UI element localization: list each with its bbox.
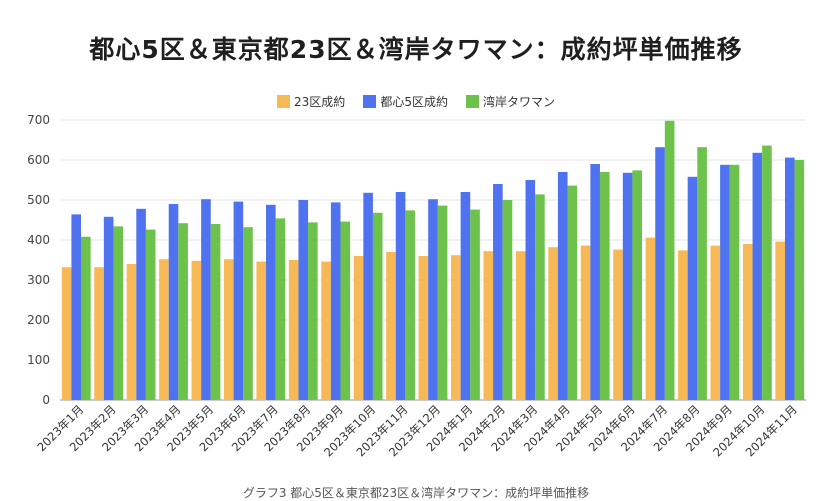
bar — [742, 244, 753, 400]
bar — [687, 176, 698, 400]
bar — [136, 208, 146, 400]
bar — [710, 245, 721, 400]
bar — [525, 180, 536, 400]
bar — [580, 245, 591, 400]
bar — [493, 184, 503, 400]
bar — [223, 259, 234, 400]
bar — [243, 227, 253, 400]
legend-label-toshin5ku: 都心5区成約 — [380, 95, 448, 109]
bar — [460, 192, 471, 400]
bar — [386, 252, 396, 400]
bar — [590, 164, 600, 400]
bar — [94, 267, 104, 400]
bar — [794, 160, 805, 400]
bar — [428, 199, 438, 400]
bar — [470, 209, 480, 400]
legend-item-23ku: 23区成約 — [277, 93, 345, 110]
legend-item-toshin5ku: 都心5区成約 — [363, 93, 448, 110]
y-tick-label: 300 — [27, 273, 50, 287]
bar — [418, 256, 429, 400]
bar — [126, 264, 137, 400]
legend-label-wangan: 湾岸タワマン — [482, 95, 555, 109]
bar — [645, 237, 656, 400]
bar — [340, 221, 351, 400]
bar — [61, 267, 72, 400]
y-tick-label: 400 — [27, 233, 50, 247]
bar — [729, 164, 740, 400]
bar — [288, 260, 299, 400]
bar — [113, 226, 124, 400]
bar — [502, 200, 513, 400]
bar — [266, 204, 276, 400]
bar — [330, 202, 341, 400]
bar — [308, 222, 318, 400]
legend-label-23ku: 23区成約 — [294, 95, 346, 109]
bar — [103, 216, 114, 400]
bar — [168, 204, 179, 400]
bar — [664, 120, 675, 401]
bar — [233, 201, 244, 400]
bar — [567, 185, 578, 400]
bar — [210, 224, 221, 400]
bar — [599, 172, 610, 400]
legend-swatch-23ku — [277, 95, 291, 108]
y-tick-label: 500 — [27, 193, 50, 207]
bar — [535, 194, 545, 400]
bar — [178, 223, 188, 400]
bar — [515, 251, 526, 400]
legend-item-wangan: 湾岸タワマン — [465, 93, 555, 110]
y-tick-label: 0 — [42, 393, 50, 407]
bar — [762, 145, 772, 400]
y-tick-label: 100 — [27, 353, 50, 367]
bar — [256, 261, 267, 400]
bar — [145, 229, 156, 400]
bar — [632, 170, 643, 400]
bar — [613, 249, 623, 400]
bar — [395, 192, 406, 400]
bar — [275, 218, 286, 400]
bar — [405, 210, 415, 400]
y-tick-label: 700 — [27, 113, 50, 127]
bar — [81, 236, 91, 400]
bar — [159, 259, 169, 400]
bar — [201, 199, 211, 400]
bar — [622, 172, 633, 400]
bar — [775, 241, 785, 400]
bar — [71, 214, 82, 400]
bar — [483, 251, 494, 400]
legend-swatch-wangan — [465, 95, 479, 108]
bar — [372, 212, 383, 400]
bar — [451, 255, 461, 400]
bar — [191, 260, 202, 400]
legend-swatch-toshin5ku — [363, 95, 377, 108]
y-tick-label: 200 — [27, 313, 50, 327]
bar — [784, 157, 795, 400]
bar — [720, 164, 730, 400]
bar — [655, 147, 665, 400]
bar — [548, 247, 558, 400]
bar — [557, 172, 568, 400]
y-tick-label: 600 — [27, 153, 50, 167]
bar — [752, 152, 763, 400]
bar — [298, 200, 309, 400]
bar — [363, 192, 373, 400]
bar — [321, 261, 331, 400]
bar — [697, 147, 707, 400]
bar — [353, 256, 364, 400]
legend: 23区成約 都心5区成約 湾岸タワマン — [0, 93, 832, 110]
chart-title: 都心5区＆東京都23区＆湾岸タワマン：成約坪単価推移 — [89, 35, 743, 64]
bar — [678, 250, 688, 400]
bar — [437, 205, 448, 400]
chart-caption: グラフ3 都心5区＆東京都23区＆湾岸タワマン：成約坪単価推移 — [242, 486, 590, 500]
